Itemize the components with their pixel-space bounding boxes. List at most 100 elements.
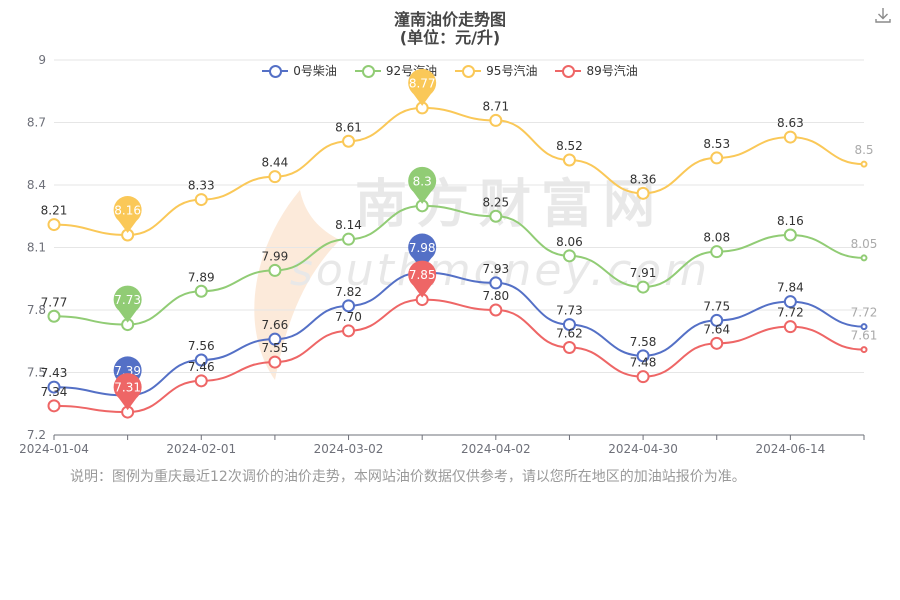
pin-label: 7.85 [409,268,436,282]
data-point [268,355,282,369]
data-label: 8.36 [630,172,657,186]
data-label: 7.64 [703,322,730,336]
data-label: 8.25 [482,195,509,209]
data-label: 7.61 [851,329,878,343]
data-label: 7.84 [777,281,804,295]
data-point [783,228,797,242]
data-label: 8.33 [188,179,215,193]
data-point [710,151,724,165]
y-tick-label: 8.1 [27,241,46,255]
legend-label: 89号汽油 [586,64,638,78]
data-point [489,276,503,290]
data-label: 8.06 [556,235,583,249]
data-point [783,130,797,144]
data-point [860,254,868,262]
data-point [268,263,282,277]
data-label: 8.63 [777,116,804,130]
data-label: 7.93 [482,262,509,276]
data-label: 7.48 [630,356,657,370]
data-label: 8.21 [41,204,68,218]
legend-item-3[interactable]: 89号汽油 [555,62,638,79]
x-tick-label: 2024-03-02 [314,442,384,456]
data-label: 7.55 [262,341,289,355]
data-label: 7.72 [777,306,804,320]
data-point [489,113,503,127]
data-label: 7.75 [703,299,730,313]
data-point [194,193,208,207]
data-point [636,186,650,200]
data-label: 8.08 [703,231,730,245]
data-point [342,299,356,313]
data-label: 8.5 [854,143,873,157]
data-point [562,318,576,332]
pin-label: 7.73 [114,293,141,307]
y-tick-label: 7.8 [27,303,46,317]
footnote: 说明：图例为重庆最近12次调价的油价走势，本网站油价数据仅供参考，请以您所在地区… [70,469,746,485]
download-icon[interactable] [874,6,892,24]
legend-label: 0号柴油 [293,64,337,78]
data-point [268,170,282,184]
pin-label: 7.31 [114,381,141,395]
y-tick-label: 7.2 [27,428,46,442]
data-label: 7.46 [188,360,215,374]
pin-marker [408,233,437,262]
x-tick-label: 2024-02-01 [166,442,236,456]
data-label: 8.61 [335,120,362,134]
x-tick-label: 2024-01-04 [19,442,89,456]
pin-label: 8.16 [114,204,141,218]
data-label: 8.16 [777,214,804,228]
data-label: 7.82 [335,285,362,299]
legend-label: 95号汽油 [486,64,538,78]
data-point [710,336,724,350]
data-point [489,303,503,317]
data-label: 7.80 [482,289,509,303]
data-label: 7.70 [335,310,362,324]
data-point [194,374,208,388]
x-tick-label: 2024-04-30 [608,442,678,456]
data-point [47,380,61,394]
pin-label: 7.39 [114,364,141,378]
data-label: 7.73 [556,304,583,318]
data-point [783,295,797,309]
data-point [268,332,282,346]
pin-label: 8.77 [409,76,436,90]
data-point [47,218,61,232]
data-label: 8.53 [703,137,730,151]
legend-marker-icon [455,64,482,78]
data-label: 7.43 [41,366,68,380]
data-label: 7.58 [630,335,657,349]
legend-marker-icon [555,64,582,78]
y-tick-label: 9 [38,53,46,67]
data-label: 8.71 [482,99,509,113]
data-label: 7.77 [41,295,68,309]
chart-title: 潼南油价走势图 [393,10,506,29]
watermark-swoosh [254,190,340,380]
legend-item-0[interactable]: 0号柴油 [262,62,337,79]
pin-marker [408,166,437,195]
data-label: 7.62 [556,327,583,341]
data-point [562,249,576,263]
pin-label: 8.3 [413,174,432,188]
legend-item-2[interactable]: 95号汽油 [455,62,537,79]
data-point [710,313,724,327]
data-label: 8.52 [556,139,583,153]
pin-marker [113,196,142,224]
data-label: 7.56 [188,339,215,353]
legend: 0号柴油 92号汽油 95号汽油 89号汽油 [0,62,900,79]
data-point [710,245,724,259]
data-point [860,160,868,168]
pin-label: 7.98 [409,241,436,255]
data-point [342,134,356,148]
data-point [342,324,356,338]
data-point [342,232,356,246]
x-tick-label: 2024-04-02 [461,442,531,456]
legend-marker-icon [262,64,289,78]
data-point [489,209,503,223]
pin-marker [113,285,142,314]
pin-marker [408,260,437,289]
x-tick-label: 2024-06-14 [755,442,825,456]
data-point [47,399,61,413]
data-label: 8.14 [335,218,362,232]
data-point [194,353,208,367]
